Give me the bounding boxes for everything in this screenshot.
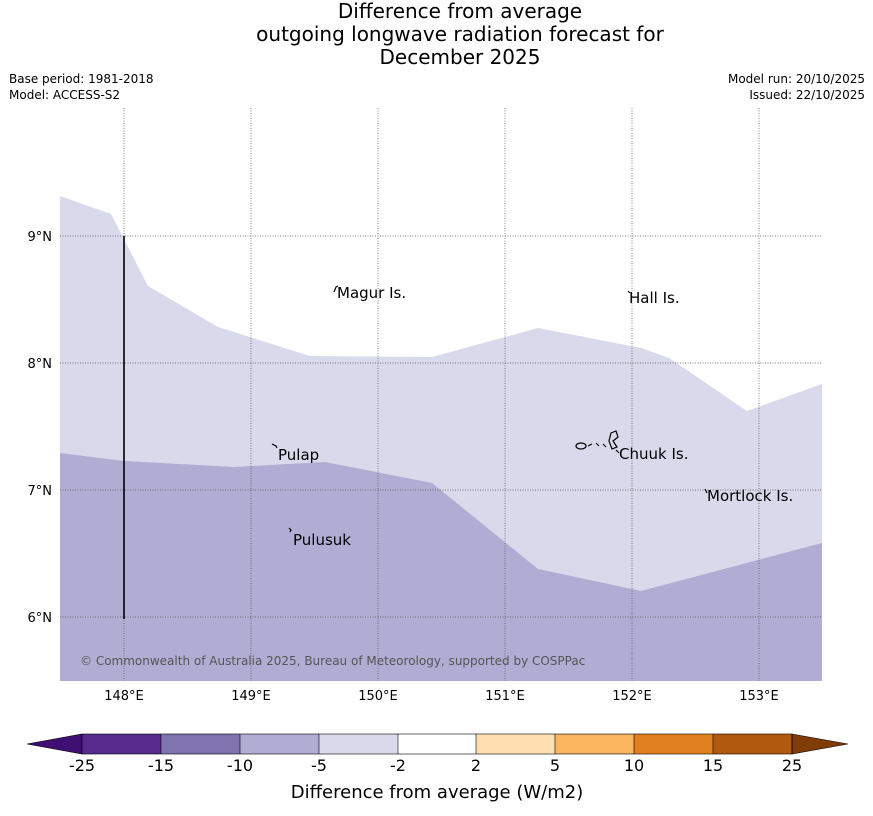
colorbar-tick-label: 10 bbox=[624, 756, 644, 775]
place-label-magur: Magur Is. bbox=[337, 284, 406, 302]
place-label-hall: Hall Is. bbox=[629, 289, 680, 307]
colorbar-segment bbox=[161, 734, 240, 754]
lon-label: 150°E bbox=[358, 689, 398, 704]
colorbar-tick-label: -5 bbox=[311, 756, 327, 775]
base-period: Base period: 1981-2018 bbox=[9, 72, 154, 86]
title-line-3: December 2025 bbox=[379, 45, 541, 69]
colorbar-segment bbox=[82, 734, 161, 754]
contour-band-dark bbox=[60, 453, 822, 681]
lat-label: 7°N bbox=[28, 484, 53, 499]
colorbar-segment bbox=[555, 734, 634, 754]
island-marks bbox=[271, 285, 708, 533]
colorbar-tick-label: -10 bbox=[227, 756, 253, 775]
colorbar-tick-label: 5 bbox=[550, 756, 560, 775]
longitude-labels: 148°E 149°E 150°E 151°E 152°E 153°E bbox=[104, 689, 779, 704]
title-line-1: Difference from average bbox=[337, 0, 583, 23]
colorbar-segment bbox=[319, 734, 398, 754]
colorbar-title: Difference from average (W/m2) bbox=[291, 782, 583, 803]
lat-label: 6°N bbox=[28, 611, 53, 626]
colorbar-segment bbox=[713, 734, 792, 754]
pulap-island-mark bbox=[271, 443, 278, 449]
map-area: Magur Is. Hall Is. Pulap Chuuk Is. Mortl… bbox=[60, 108, 822, 681]
mortlock-island-mark bbox=[704, 488, 708, 494]
colorbar-tick-label: -25 bbox=[69, 756, 95, 775]
place-label-mortlock: Mortlock Is. bbox=[707, 487, 793, 505]
lon-label: 151°E bbox=[485, 689, 525, 704]
latitude-labels: 9°N 8°N 7°N 6°N bbox=[28, 230, 53, 626]
lon-label: 148°E bbox=[104, 689, 144, 704]
place-label-pulusuk: Pulusuk bbox=[293, 531, 351, 549]
meta-left: Base period: 1981-2018 Model: ACCESS-S2 bbox=[9, 71, 154, 103]
colorbar-segment bbox=[240, 734, 319, 754]
chuuk-island-mark bbox=[575, 430, 620, 454]
lat-label: 8°N bbox=[28, 357, 53, 372]
lon-label: 152°E bbox=[612, 689, 652, 704]
colorbar-segment bbox=[398, 734, 476, 754]
colorbar-extend-high bbox=[791, 733, 849, 755]
lat-label: 9°N bbox=[28, 230, 53, 245]
colorbar: -25 -15 -10 -5 -2 2 5 10 15 25 Differenc… bbox=[26, 733, 849, 803]
place-label-pulap: Pulap bbox=[278, 446, 319, 464]
model-run: Model run: 20/10/2025 bbox=[727, 72, 865, 86]
hall-island-mark bbox=[627, 290, 631, 294]
issued-date: Issued: 22/10/2025 bbox=[749, 88, 865, 102]
chart-title: Difference from average outgoing longwav… bbox=[0, 0, 873, 69]
colorbar-tick-label: 15 bbox=[703, 756, 723, 775]
magur-island-mark bbox=[333, 285, 339, 293]
meta-right: Model run: 20/10/2025 Issued: 22/10/2025 bbox=[728, 71, 865, 103]
colorbar-tick-label: 2 bbox=[471, 756, 481, 775]
colorbar-tick-label: -15 bbox=[148, 756, 174, 775]
title-line-2: outgoing longwave radiation forecast for bbox=[256, 22, 664, 46]
colorbar-extend-low bbox=[26, 733, 83, 755]
colorbar-tick-label: 25 bbox=[782, 756, 802, 775]
model-name: Model: ACCESS-S2 bbox=[9, 88, 121, 102]
lon-label: 149°E bbox=[231, 689, 271, 704]
pulusuk-island-mark bbox=[288, 527, 292, 533]
copyright-notice: © Commonwealth of Australia 2025, Bureau… bbox=[80, 654, 585, 668]
place-label-chuuk: Chuuk Is. bbox=[619, 445, 688, 463]
lon-label: 153°E bbox=[739, 689, 779, 704]
colorbar-tick-label: -2 bbox=[390, 756, 406, 775]
colorbar-segment bbox=[476, 734, 555, 754]
colorbar-segment bbox=[634, 734, 713, 754]
